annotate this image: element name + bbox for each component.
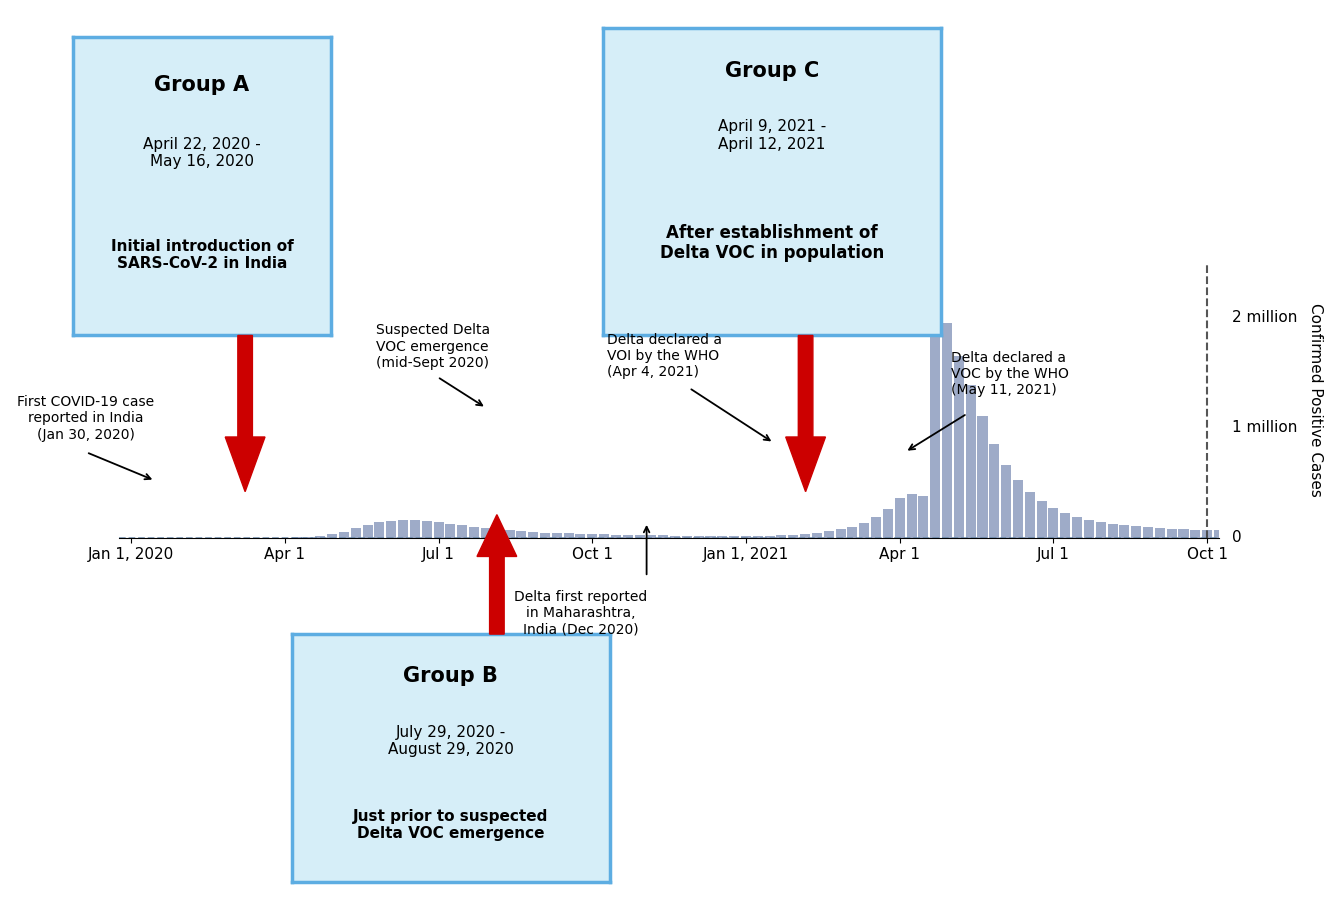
FancyArrow shape	[225, 335, 265, 492]
Bar	[1132, 527, 1141, 538]
Bar	[990, 444, 999, 538]
Bar	[445, 524, 456, 538]
Bar	[978, 416, 987, 538]
Text: Just prior to suspected
Delta VOC emergence: Just prior to suspected Delta VOC emerge…	[352, 809, 549, 842]
Bar	[409, 520, 420, 538]
Bar	[1178, 529, 1189, 538]
Bar	[800, 534, 810, 538]
Bar	[363, 525, 372, 538]
Text: After establishment of
Delta VOC in population: After establishment of Delta VOC in popu…	[660, 223, 884, 263]
Bar	[670, 536, 680, 538]
Bar	[812, 533, 822, 538]
Bar	[457, 526, 468, 538]
Bar	[1143, 528, 1153, 538]
Bar	[882, 509, 893, 538]
Bar	[1012, 481, 1023, 538]
Bar	[505, 530, 514, 538]
Bar	[575, 534, 586, 538]
Bar	[339, 531, 348, 538]
Bar	[942, 323, 953, 538]
Bar	[1084, 520, 1094, 538]
Bar	[1120, 525, 1129, 538]
Bar	[717, 536, 727, 538]
Bar	[753, 536, 763, 538]
Bar	[918, 495, 929, 538]
Bar	[1024, 493, 1035, 538]
Bar	[836, 529, 845, 538]
Bar	[563, 533, 574, 538]
Bar	[469, 527, 480, 538]
Text: Initial introduction of
SARS-CoV-2 in India: Initial introduction of SARS-CoV-2 in In…	[111, 239, 293, 271]
Text: Confirmed Positive Cases: Confirmed Positive Cases	[1308, 303, 1324, 496]
Bar	[1060, 513, 1071, 538]
Bar	[611, 535, 621, 538]
Bar	[1167, 528, 1177, 538]
Bar	[623, 535, 633, 538]
Bar	[421, 521, 432, 538]
Bar	[848, 527, 857, 538]
Bar	[1072, 516, 1083, 538]
Bar	[1036, 501, 1047, 538]
Bar	[1002, 465, 1011, 538]
Bar	[930, 312, 941, 538]
Bar	[375, 522, 384, 538]
Bar	[788, 535, 799, 538]
FancyArrow shape	[786, 335, 825, 492]
Bar	[351, 528, 360, 538]
Bar	[647, 535, 656, 538]
Bar	[551, 533, 562, 538]
Bar	[765, 536, 775, 538]
Bar	[327, 534, 337, 538]
Bar	[824, 531, 833, 538]
Text: April 22, 2020 -
May 16, 2020: April 22, 2020 - May 16, 2020	[143, 137, 261, 169]
Bar	[705, 536, 716, 538]
Bar	[587, 534, 598, 538]
Text: Group B: Group B	[403, 666, 498, 686]
Bar	[871, 517, 881, 538]
Bar	[741, 536, 751, 538]
Text: 1 million: 1 million	[1232, 420, 1297, 435]
Bar	[539, 532, 550, 538]
Bar	[776, 535, 787, 538]
Text: 2 million: 2 million	[1232, 310, 1297, 324]
Bar	[433, 522, 444, 538]
Bar	[635, 535, 644, 538]
Bar	[1108, 524, 1117, 538]
Bar	[859, 523, 869, 538]
Bar	[315, 536, 326, 538]
Bar	[529, 532, 538, 538]
Bar	[906, 494, 917, 538]
Bar	[1214, 530, 1224, 538]
Bar	[386, 520, 396, 538]
Bar	[517, 531, 526, 538]
Text: April 9, 2021 -
April 12, 2021: April 9, 2021 - April 12, 2021	[718, 119, 825, 152]
Text: Delta first reported
in Maharashtra,
India (Dec 2020): Delta first reported in Maharashtra, Ind…	[514, 590, 647, 636]
Bar	[1202, 530, 1212, 538]
Text: Delta declared a
VOC by the WHO
(May 11, 2021): Delta declared a VOC by the WHO (May 11,…	[951, 351, 1069, 397]
Bar	[659, 536, 668, 538]
Bar	[481, 528, 490, 538]
Text: July 29, 2020 -
August 29, 2020: July 29, 2020 - August 29, 2020	[387, 724, 513, 757]
Bar	[398, 520, 408, 538]
Text: First COVID-19 case
reported in India
(Jan 30, 2020): First COVID-19 case reported in India (J…	[17, 395, 154, 441]
Bar	[966, 385, 975, 538]
Bar	[493, 529, 502, 538]
Bar	[729, 536, 739, 538]
Text: Suspected Delta
VOC emergence
(mid-Sept 2020): Suspected Delta VOC emergence (mid-Sept …	[376, 323, 490, 369]
Text: Group C: Group C	[725, 61, 819, 81]
Text: 0: 0	[1232, 530, 1242, 545]
Bar	[954, 356, 963, 538]
Bar	[1048, 508, 1059, 538]
Bar	[599, 535, 610, 538]
Bar	[1096, 522, 1106, 538]
Bar	[1190, 529, 1200, 538]
Text: Group A: Group A	[155, 74, 249, 95]
Bar	[1155, 528, 1165, 538]
Bar	[694, 536, 704, 538]
Text: Delta declared a
VOI by the WHO
(Apr 4, 2021): Delta declared a VOI by the WHO (Apr 4, …	[607, 333, 722, 379]
FancyArrow shape	[477, 515, 517, 634]
Bar	[682, 536, 692, 538]
Bar	[894, 498, 905, 538]
